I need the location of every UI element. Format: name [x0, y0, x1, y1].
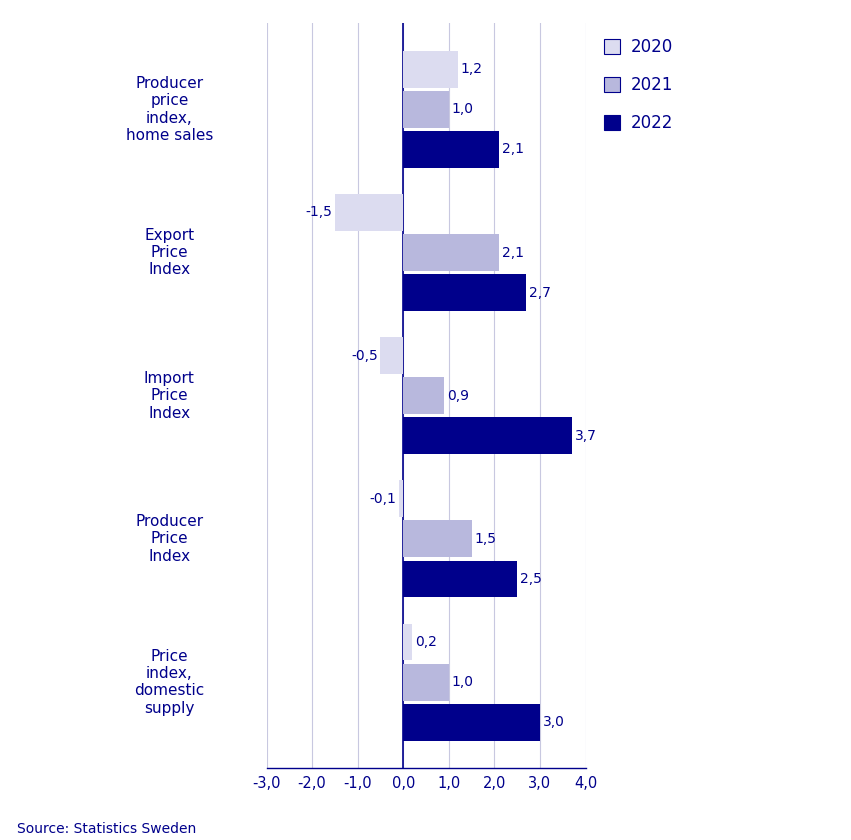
Text: 2,7: 2,7 [529, 286, 551, 300]
Text: 0,2: 0,2 [415, 635, 437, 649]
Bar [403, 623, 413, 660]
Bar [403, 704, 540, 741]
Bar [403, 50, 458, 87]
Bar [403, 131, 499, 168]
Bar [335, 194, 403, 231]
Bar [403, 91, 448, 128]
Text: -0,1: -0,1 [369, 492, 396, 506]
Bar [403, 377, 444, 414]
Bar [398, 480, 403, 517]
Text: 1,0: 1,0 [452, 102, 473, 116]
Bar [403, 664, 448, 701]
Bar [403, 560, 517, 597]
Text: 2,1: 2,1 [502, 245, 523, 260]
Text: Source: Statistics Sweden: Source: Statistics Sweden [17, 822, 197, 836]
Text: 1,0: 1,0 [452, 675, 473, 689]
Bar [403, 234, 499, 271]
Text: 0,9: 0,9 [447, 389, 469, 402]
Bar [403, 274, 526, 311]
Text: 2,1: 2,1 [502, 143, 523, 156]
Bar [403, 521, 471, 558]
Text: 3,7: 3,7 [574, 429, 597, 443]
Bar [403, 417, 572, 454]
Text: 2,5: 2,5 [520, 572, 542, 586]
Text: -1,5: -1,5 [306, 206, 332, 219]
Text: -0,5: -0,5 [351, 349, 378, 363]
Text: 3,0: 3,0 [543, 715, 564, 729]
Bar [380, 337, 403, 374]
Text: 1,5: 1,5 [474, 532, 496, 546]
Legend: 2020, 2021, 2022: 2020, 2021, 2022 [597, 32, 679, 139]
Text: 1,2: 1,2 [460, 62, 483, 76]
